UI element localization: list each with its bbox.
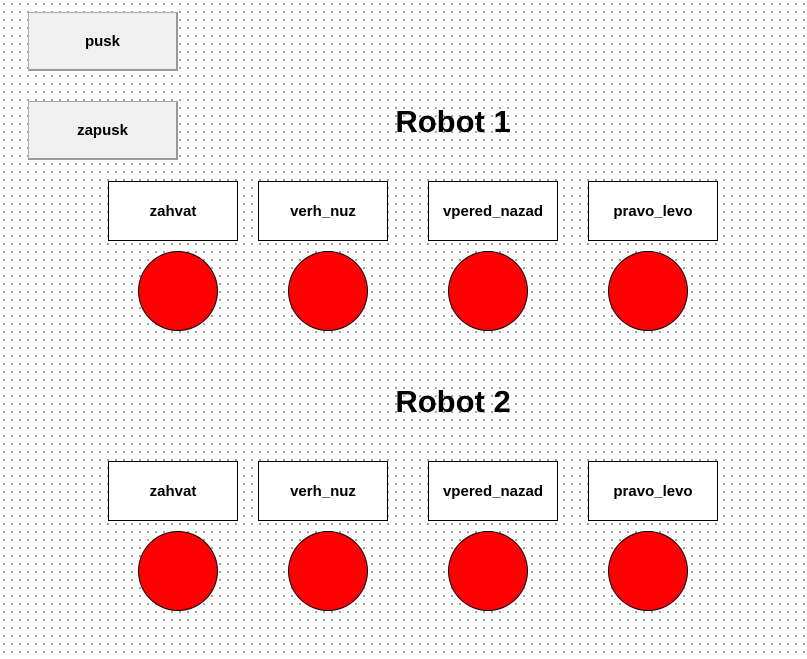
robot-2-verh-nuz-indicator — [288, 531, 368, 611]
robot-2-verh-nuz-label: verh_nuz — [258, 461, 388, 521]
robot-1-verh-nuz-indicator — [288, 251, 368, 331]
robot-1-pravo-levo-indicator — [608, 251, 688, 331]
robot-2-zahvat-indicator — [138, 531, 218, 611]
robot-1-verh-nuz-label: verh_nuz — [258, 181, 388, 241]
robot-2-vpered-nazad-label: vpered_nazad — [428, 461, 558, 521]
zapusk-button[interactable]: zapusk — [28, 101, 178, 160]
robot-2-pravo-levo-label: pravo_levo — [588, 461, 718, 521]
robot-2-pravo-levo-indicator — [608, 531, 688, 611]
robot-1-pravo-levo-label: pravo_levo — [588, 181, 718, 241]
robot-1-title: Robot 1 — [395, 104, 511, 139]
robot-2-title: Robot 2 — [395, 384, 511, 419]
robot-1-vpered-nazad-label: vpered_nazad — [428, 181, 558, 241]
robot-1-zahvat-label: zahvat — [108, 181, 238, 241]
robot-1-vpered-nazad-indicator — [448, 251, 528, 331]
robot-2-vpered-nazad-indicator — [448, 531, 528, 611]
pusk-button[interactable]: pusk — [28, 12, 178, 71]
robot-1-zahvat-indicator — [138, 251, 218, 331]
robot-2-zahvat-label: zahvat — [108, 461, 238, 521]
